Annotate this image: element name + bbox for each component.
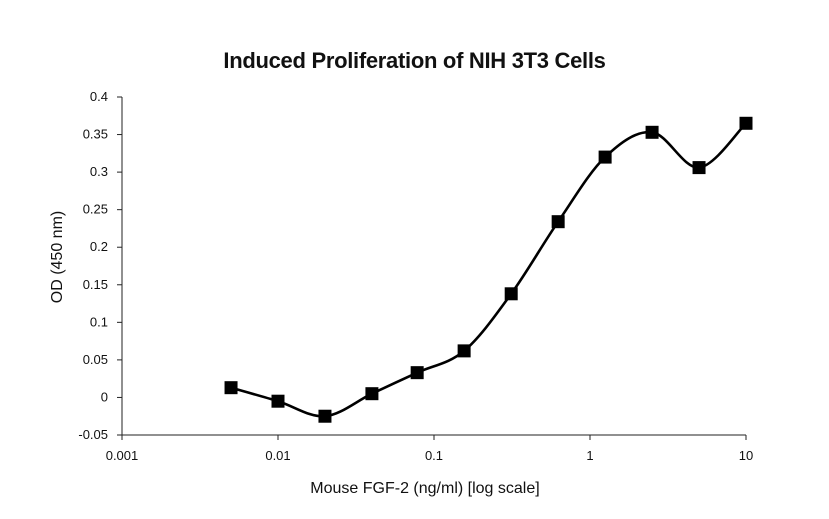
data-point (457, 344, 471, 358)
x-tick-label: 1 (586, 448, 593, 463)
x-ticks: 0.001 0.01 0.1 1 10 (106, 435, 753, 463)
x-tick-label: 10 (739, 448, 753, 463)
y-tick-label: 0.25 (83, 202, 108, 217)
y-tick-label: -0.05 (78, 427, 108, 442)
x-tick-label: 0.001 (106, 448, 139, 463)
y-tick-label: 0.1 (90, 314, 108, 329)
data-point (504, 287, 518, 301)
data-point (224, 381, 238, 395)
data-point (598, 150, 612, 164)
data-point (739, 116, 753, 130)
series-line (230, 122, 747, 418)
y-tick-label: 0 (101, 389, 108, 404)
data-point (692, 161, 706, 175)
series-markers (224, 116, 753, 423)
data-point (410, 366, 424, 380)
y-axis-title: OD (450 nm) (49, 211, 66, 303)
y-tick-label: 0.05 (83, 352, 108, 367)
y-tick-label: 0.2 (90, 239, 108, 254)
x-tick-label: 0.1 (425, 448, 443, 463)
y-tick-label: 0.4 (90, 89, 108, 104)
data-point (271, 394, 285, 408)
y-tick-label: 0.35 (83, 127, 108, 142)
y-ticks: -0.05 0 0.05 0.1 0.15 0.2 0.25 0.3 0.35 0.4 (78, 89, 122, 442)
y-tick-label: 0.15 (83, 277, 108, 292)
x-tick-label: 0.01 (265, 448, 290, 463)
data-point (318, 409, 332, 423)
data-point (551, 215, 565, 229)
data-point (365, 387, 379, 401)
data-point (645, 125, 659, 139)
y-tick-label: 0.3 (90, 164, 108, 179)
chart-title: Induced Proliferation of NIH 3T3 Cells (223, 48, 606, 73)
x-axis-title: Mouse FGF-2 (ng/ml) [log scale] (310, 480, 539, 497)
axes (121, 97, 746, 436)
